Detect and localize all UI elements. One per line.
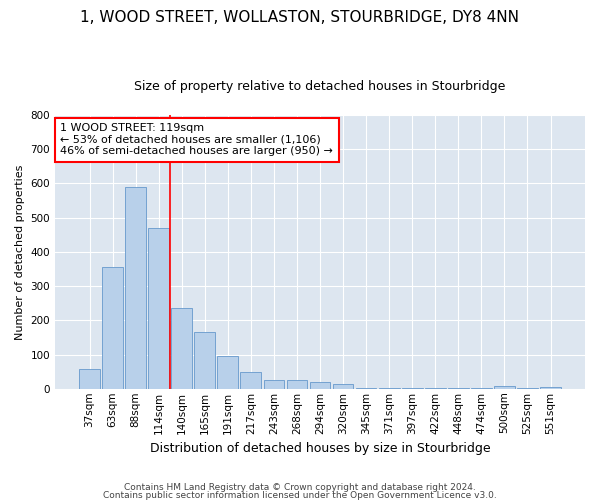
Bar <box>241 372 261 389</box>
Text: 1 WOOD STREET: 119sqm
← 53% of detached houses are smaller (1,106)
46% of semi-d: 1 WOOD STREET: 119sqm ← 53% of detached … <box>61 123 333 156</box>
Bar <box>194 332 215 389</box>
Bar <box>517 388 538 389</box>
Bar <box>172 308 192 389</box>
Bar <box>310 382 331 389</box>
Bar <box>425 388 446 389</box>
Bar <box>332 384 353 389</box>
Bar <box>263 380 284 389</box>
Text: 1, WOOD STREET, WOLLASTON, STOURBRIDGE, DY8 4NN: 1, WOOD STREET, WOLLASTON, STOURBRIDGE, … <box>80 10 520 25</box>
Bar <box>494 386 515 389</box>
Bar <box>148 228 169 389</box>
Bar <box>448 388 469 389</box>
X-axis label: Distribution of detached houses by size in Stourbridge: Distribution of detached houses by size … <box>150 442 490 455</box>
Bar <box>471 388 492 389</box>
Text: Contains HM Land Registry data © Crown copyright and database right 2024.: Contains HM Land Registry data © Crown c… <box>124 484 476 492</box>
Bar <box>356 388 376 389</box>
Title: Size of property relative to detached houses in Stourbridge: Size of property relative to detached ho… <box>134 80 506 93</box>
Bar <box>102 268 123 389</box>
Text: Contains public sector information licensed under the Open Government Licence v3: Contains public sector information licen… <box>103 490 497 500</box>
Bar <box>287 380 307 389</box>
Bar <box>79 370 100 389</box>
Bar <box>125 187 146 389</box>
Y-axis label: Number of detached properties: Number of detached properties <box>15 164 25 340</box>
Bar <box>402 388 422 389</box>
Bar <box>217 356 238 389</box>
Bar <box>379 388 400 389</box>
Bar <box>540 387 561 389</box>
